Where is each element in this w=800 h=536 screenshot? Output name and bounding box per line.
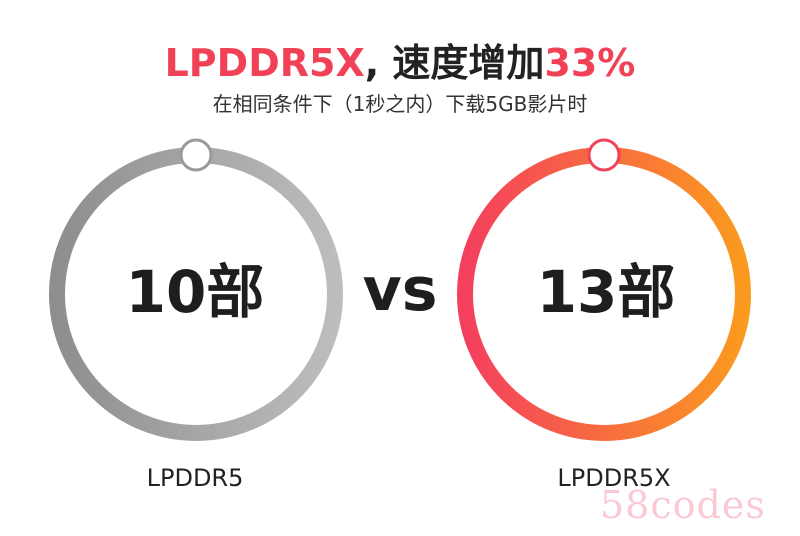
title-percentage: 33% bbox=[544, 41, 636, 85]
watermark: 58codes bbox=[600, 483, 766, 527]
left-value: 10部 bbox=[125, 258, 265, 326]
left-label: LPDDR5 bbox=[146, 464, 244, 492]
left-ring-knob bbox=[179, 138, 213, 172]
page-subtitle: 在相同条件下（1秒之内）下载5GB影片时 bbox=[212, 92, 588, 116]
page-title: LPDDR5X, 速度增加33% bbox=[0, 38, 800, 88]
right-label: LPDDR5X bbox=[557, 464, 671, 492]
right-ring-knob bbox=[587, 138, 621, 172]
title-lead: LPDDR5X bbox=[164, 41, 365, 85]
vs-text: vs bbox=[362, 255, 438, 325]
title-mid: , 速度增加 bbox=[364, 41, 545, 85]
right-value: 13部 bbox=[536, 258, 676, 326]
